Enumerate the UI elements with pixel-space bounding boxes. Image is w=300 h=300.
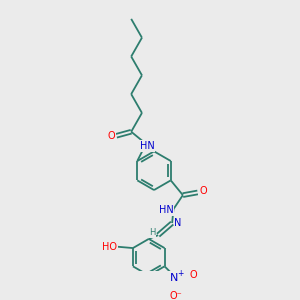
Text: HN: HN — [140, 141, 155, 151]
Text: H: H — [149, 228, 155, 237]
Text: N: N — [170, 273, 178, 284]
Text: N: N — [174, 218, 182, 227]
Text: O: O — [108, 131, 116, 141]
Text: O⁻: O⁻ — [169, 291, 182, 300]
Text: O: O — [190, 270, 197, 280]
Text: HN: HN — [159, 206, 173, 215]
Text: HO: HO — [102, 242, 117, 252]
Text: +: + — [177, 269, 183, 278]
Text: O: O — [199, 186, 207, 196]
